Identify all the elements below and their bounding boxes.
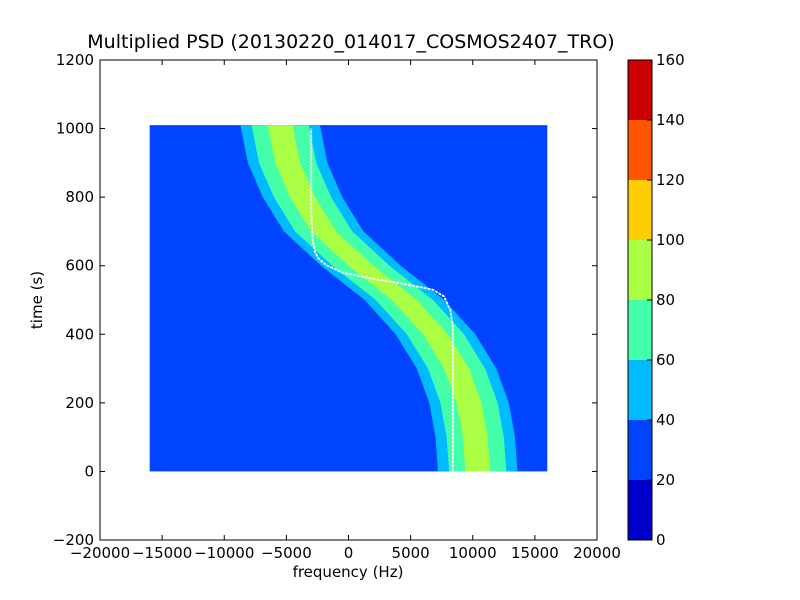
y-axis-label: time (s) [28, 271, 46, 329]
axes: −20000 −15000 −10000 −5000 0 5000 10000 15000 20… [53, 51, 621, 562]
chart-title: Multiplied PSD (20130220_014017_COSMOS24… [87, 31, 614, 53]
colorbar-segment [628, 180, 652, 240]
x-tick-label: 0 [344, 544, 354, 562]
colorbar-segment [628, 300, 652, 360]
colorbar-segment [628, 60, 652, 120]
y-tick-label: 400 [65, 325, 94, 343]
colorbar-tick-label: 100 [656, 231, 685, 249]
colorbar-tick-label: 160 [656, 51, 685, 69]
x-tick-label: 5000 [392, 544, 430, 562]
colorbar-segment [628, 480, 652, 540]
colorbar-tick-label: 60 [656, 351, 675, 369]
y-tick-label: 600 [65, 257, 94, 275]
x-axis-label: frequency (Hz) [293, 563, 404, 581]
y-tick-label: 1200 [56, 51, 94, 69]
x-tick-label: 15000 [511, 544, 559, 562]
y-tick-label: 200 [65, 394, 94, 412]
x-tick-label: −15000 [132, 544, 192, 562]
colorbar-tick-label: 20 [656, 471, 675, 489]
spectrogram-data [149, 125, 548, 472]
x-tick-label: −20000 [70, 544, 130, 562]
colorbar-segment [628, 360, 652, 420]
colorbar-segment [628, 120, 652, 180]
colorbar-tick-label: 0 [656, 531, 666, 549]
colorbar-tick-label: 80 [656, 291, 675, 309]
colorbar-tick-label: 120 [656, 171, 685, 189]
psd-band-level-3 [267, 125, 491, 472]
x-tick-label: 10000 [449, 544, 497, 562]
colorbar-tick-label: 40 [656, 411, 675, 429]
colorbar: 0 20 40 60 80 100 120 140 160 [627, 51, 685, 549]
x-tick-label: −5000 [261, 544, 312, 562]
colorbar-tick-label: 140 [656, 111, 685, 129]
x-tick-label: −10000 [194, 544, 254, 562]
y-tick-label: 1000 [56, 120, 94, 138]
colorbar-segment [628, 420, 652, 480]
y-tick-label: −200 [53, 531, 94, 549]
x-tick-label: 20000 [573, 544, 621, 562]
colorbar-segment [628, 240, 652, 300]
y-tick-label: 0 [84, 462, 94, 480]
measured-track-line [310, 128, 454, 472]
y-tick-label: 800 [65, 188, 94, 206]
